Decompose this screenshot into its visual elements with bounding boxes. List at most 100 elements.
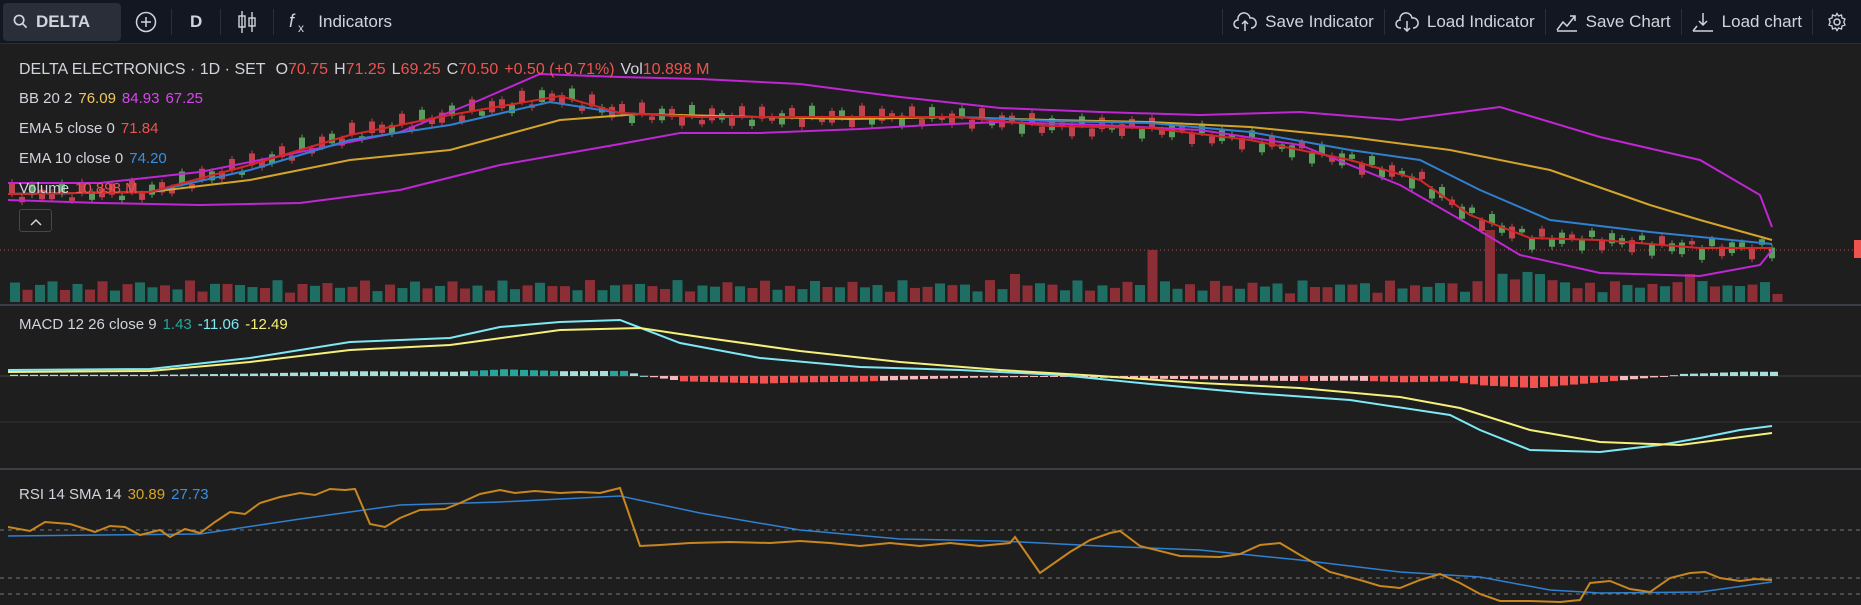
volume-bar [685,291,695,302]
load-chart-button[interactable]: Load chart [1682,0,1812,43]
macd-hist-bar [1350,376,1358,381]
save-indicator-label: Save Indicator [1265,11,1374,31]
macd-hist-bar [360,371,368,376]
volume-bar [1597,292,1608,302]
macd-line [7,318,1773,454]
macd-hist-bar [1760,371,1768,376]
macd-hist-bar [150,374,158,376]
load-indicator-button[interactable]: Load Indicator [1385,0,1545,43]
volume-bar [710,286,720,302]
ema10-label: EMA 10 close 0 [19,150,124,167]
volume-bar [1560,282,1570,302]
bb-upper-line [8,72,1773,228]
price-candles [9,85,1775,263]
macd-hist-bar [100,374,108,376]
macd-hist-bar [1510,376,1518,387]
macd-hist-bar [1220,376,1228,380]
macd-hist-bar [610,370,618,376]
ohlc-open: O70.75 [276,61,329,78]
volume-bar [1135,285,1145,302]
volume-bar [1297,280,1308,302]
macd-hist-bar [1000,376,1008,378]
macd-hist-bar [1740,371,1748,376]
bb-lower-value: 67.25 [165,90,204,107]
volume-bar [185,280,195,302]
macd-hist-bar [1190,376,1198,380]
volume-bar [110,290,120,302]
volume-legend[interactable]: Volume 10.898 M [19,180,144,197]
settings-button[interactable] [1813,0,1861,43]
volume-bar [1310,287,1320,302]
rsi-legend[interactable]: RSI 14 SMA 14 30.89 27.73 [19,486,215,503]
ema10-legend[interactable]: EMA 10 close 0 74.20 [19,150,173,167]
bb-legend[interactable]: BB 20 2 76.09 84.93 67.25 [19,90,209,107]
macd-hist-bar [350,371,358,376]
macd-hist-bar [70,374,78,376]
macd-hist-bar [510,369,518,376]
volume-bar [510,289,520,302]
rsi-value: 30.89 [127,486,166,503]
compare-button[interactable] [121,0,171,43]
gear-icon [1827,11,1847,32]
macd-legend[interactable]: MACD 12 26 close 9 1.43 -11.06 -12.49 [19,316,294,333]
macd-hist-bar [1530,376,1538,388]
macd-hist-bar [370,371,378,376]
volume-bar [1522,271,1533,302]
volume-bar [1047,284,1058,302]
load-chart-label: Load chart [1721,11,1802,31]
save-chart-button[interactable]: Save Chart [1546,0,1681,43]
macd-hist-bar [500,369,508,376]
volume-bar [1247,282,1258,302]
volume-bar [885,291,895,302]
volume-bar [547,286,558,302]
volume-bar [1722,285,1733,302]
macd-hist-bar [880,376,888,381]
macd-hist-bar [1060,376,1068,377]
macd-hist-bar [1540,376,1548,388]
macd-hist-bar [1250,376,1258,381]
volume-bar [1272,283,1283,302]
macd-hist-bar [1520,376,1528,388]
candles-icon [237,10,257,34]
macd-hist-bar [640,375,648,377]
bb-label: BB 20 2 [19,90,73,107]
bb-basis-value: 76.09 [78,90,116,107]
macd-hist-bar [970,376,978,378]
macd-hist-bar [40,374,48,376]
volume-bar [735,286,745,302]
chart-type-button[interactable] [221,0,273,43]
volume-bar [1610,281,1620,302]
macd-hist-bar [1460,376,1468,384]
volume-bar [1197,290,1208,302]
plus-circle-icon [135,11,157,33]
macd-hist-bar [530,370,538,376]
ema5-legend[interactable]: EMA 5 close 0 71.84 [19,120,164,137]
chart-canvas[interactable] [0,44,1861,605]
symbol-search[interactable]: DELTA [3,2,121,41]
volume-bar [310,285,320,302]
macd-hist-bar [1430,376,1438,382]
macd-hist-bar [80,374,88,376]
macd-hist-bar [1280,376,1288,381]
macd-hist-bar [270,373,278,376]
macd-hist-bar [200,374,208,376]
macd-hist-bar [1420,376,1428,382]
volume-bar [1322,287,1333,302]
interval-button[interactable]: D [190,11,203,31]
collapse-legend-button[interactable] [19,209,52,232]
macd-hist-bar [950,376,958,379]
volume-bar [1535,274,1545,302]
macd-hist-bar [1410,376,1418,383]
volume-bar [1647,283,1658,302]
macd-hist-bar [1470,376,1478,385]
volume-bar [47,281,58,302]
macd-hist-bar [1050,376,1058,377]
chart-area[interactable]: DELTA ELECTRONICS · 1D · SET O70.75 H71.25… [0,44,1861,605]
chart-down-icon [1692,12,1714,32]
open-value: 70.75 [288,61,329,78]
save-indicator-button[interactable]: Save Indicator [1223,0,1384,43]
macd-hist-bar [910,376,918,380]
vol-label: Vol [620,61,643,78]
macd-signal-line [7,326,1773,447]
